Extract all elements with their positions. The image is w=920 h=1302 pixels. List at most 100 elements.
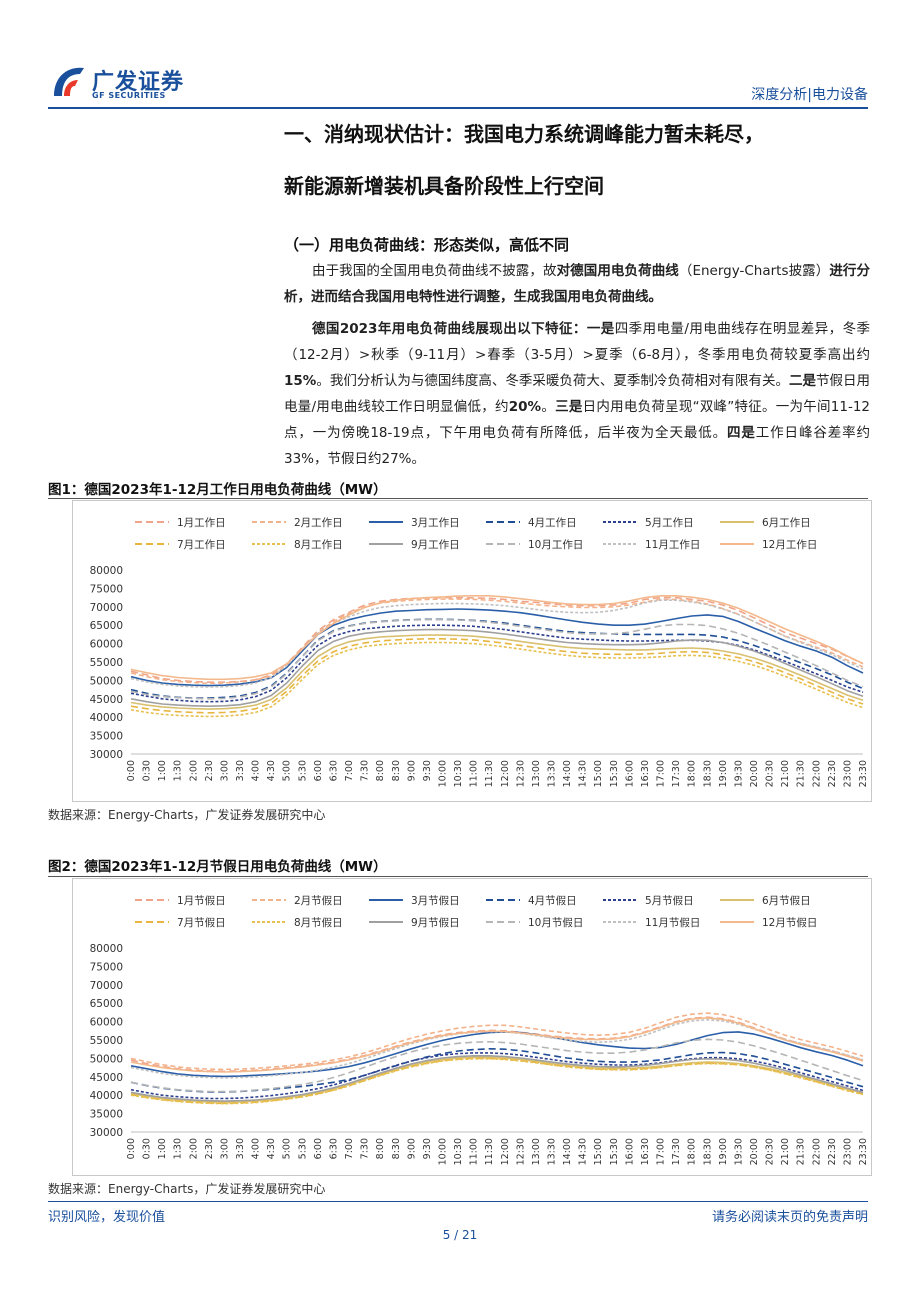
legend-item: 3月节假日 [369, 894, 460, 907]
x-tick-label: 4:30 [266, 1138, 277, 1159]
x-tick-label: 15:30 [609, 1138, 620, 1165]
paragraph-2: 德国2023年用电负荷曲线展现出以下特征：一是四季用电量/用电曲线存在明显差异，… [284, 316, 870, 472]
x-tick-label: 11:00 [469, 1138, 480, 1165]
legend-label: 8月工作日 [294, 539, 343, 551]
y-tick-label: 40000 [90, 1090, 123, 1102]
y-tick-label: 30000 [90, 749, 123, 761]
y-tick-label: 45000 [90, 694, 123, 706]
legend-item: 5月工作日 [603, 517, 694, 529]
y-tick-label: 75000 [90, 583, 123, 595]
p1-text-a: 由于我国的全国用电负荷曲线不披露，故 [312, 263, 557, 279]
x-tick-label: 0:00 [126, 1138, 137, 1159]
x-tick-label: 10:00 [437, 760, 448, 787]
chart-2-holiday-load: 1月节假日 2月节假日 3月节假日 4月节假日 5月节假日 6月节假日 7月节假日 8月节假日… [90, 894, 869, 1165]
x-tick-label: 14:00 [562, 1138, 573, 1165]
x-tick-label: 3:00 [219, 760, 230, 781]
x-tick-label: 4:00 [251, 1138, 262, 1159]
x-tick-label: 10:30 [453, 760, 464, 787]
legend-item: 5月节假日 [603, 894, 694, 907]
x-tick-label: 14:30 [578, 760, 589, 787]
y-tick-label: 35000 [90, 1109, 123, 1121]
x-tick-label: 17:30 [671, 1138, 682, 1165]
chart-1-frame: 1月工作日 2月工作日 3月工作日 4月工作日 5月工作日 6月工作日 7月工作日 8月工作日… [72, 500, 872, 802]
legend-item: 7月工作日 [135, 539, 226, 551]
x-tick-label: 0:00 [126, 760, 137, 781]
x-tick-label: 21:00 [780, 1138, 791, 1165]
x-tick-label: 5:30 [297, 1138, 308, 1159]
x-tick-label: 2:00 [188, 1138, 199, 1159]
y-tick-label: 55000 [90, 1035, 123, 1047]
p1-text-c: （Energy-Charts披露） [678, 263, 830, 279]
x-tick-label: 22:30 [827, 1138, 838, 1165]
x-tick-label: 19:00 [718, 760, 729, 787]
x-tick-label: 19:30 [733, 760, 744, 787]
y-tick-label: 80000 [90, 565, 123, 577]
x-tick-label: 2:30 [204, 760, 215, 781]
legend-label: 2月工作日 [294, 517, 343, 529]
y-tick-label: 50000 [90, 675, 123, 687]
section-title-line1: 一、消纳现状估计：我国电力系统调峰能力暂未耗尽， [284, 122, 764, 146]
p2-bold-d: 15% [284, 373, 317, 389]
figure-2-source: 数据来源：Energy-Charts，广发证券发展研究中心 [48, 1182, 326, 1196]
x-tick-label: 4:30 [266, 760, 277, 781]
legend-label: 6月节假日 [762, 894, 811, 907]
legend-label: 5月工作日 [645, 517, 694, 529]
y-tick-label: 80000 [90, 943, 123, 955]
x-tick-label: 15:30 [609, 760, 620, 787]
x-tick-label: 13:00 [531, 760, 542, 787]
x-tick-label: 8:30 [391, 760, 402, 781]
legend-item: 2月工作日 [252, 517, 343, 529]
p2-text-m: 工作日峰谷差率约33%，节假日约27%。 [284, 425, 871, 467]
p2-text-e: 。我们分析认为与德国纬度高、冬季采暖负荷大、夏季制冷负荷相对有限有关。 [316, 373, 789, 389]
x-tick-label: 7:00 [344, 760, 355, 781]
x-tick-label: 19:30 [733, 1138, 744, 1165]
series-line [130, 1052, 864, 1100]
legend-item: 4月工作日 [486, 517, 577, 529]
legend-label: 6月工作日 [762, 517, 811, 529]
y-tick-label: 50000 [90, 1053, 123, 1065]
x-tick-label: 12:00 [500, 760, 511, 787]
x-tick-label: 15:00 [593, 1138, 604, 1165]
y-tick-label: 60000 [90, 1017, 123, 1029]
legend-item: 12月节假日 [720, 916, 817, 929]
x-tick-label: 11:30 [484, 1138, 495, 1165]
x-tick-label: 21:00 [780, 760, 791, 787]
legend-item: 2月节假日 [252, 894, 343, 907]
legend-label: 12月节假日 [762, 916, 817, 929]
p2-bold-b: 一是 [586, 321, 615, 337]
x-tick-label: 1:00 [157, 760, 168, 781]
series-line [130, 1017, 864, 1073]
x-tick-label: 22:00 [811, 1138, 822, 1165]
p2-bold-h: 20% [508, 399, 542, 415]
legend-label: 1月节假日 [177, 894, 226, 907]
x-tick-label: 12:00 [500, 1138, 511, 1165]
x-tick-label: 23:00 [842, 760, 853, 787]
x-tick-label: 5:30 [297, 760, 308, 781]
legend-label: 5月节假日 [645, 894, 694, 907]
series-line [130, 628, 864, 707]
x-tick-label: 6:00 [313, 1138, 324, 1159]
x-tick-label: 5:00 [282, 1138, 293, 1159]
x-tick-label: 20:00 [749, 1138, 760, 1165]
x-tick-label: 17:00 [656, 1138, 667, 1165]
series-line [130, 618, 864, 700]
series-line [130, 618, 864, 699]
series-line [130, 1056, 864, 1103]
series-line [130, 599, 864, 688]
series-line [130, 1031, 864, 1078]
y-tick-label: 60000 [90, 639, 123, 651]
series-line [130, 641, 864, 718]
x-tick-label: 11:00 [469, 760, 480, 787]
p1-bold-b: 对德国用电负荷曲线 [556, 263, 679, 279]
legend-label: 8月节假日 [294, 916, 343, 929]
x-tick-label: 3:30 [235, 1138, 246, 1159]
x-tick-label: 23:30 [858, 1138, 869, 1165]
legend-item: 7月节假日 [135, 916, 226, 929]
x-tick-label: 13:00 [531, 1138, 542, 1165]
x-tick-label: 18:00 [687, 1138, 698, 1165]
chart-1-workday-load: 1月工作日 2月工作日 3月工作日 4月工作日 5月工作日 6月工作日 7月工作日 8月工作日… [90, 517, 869, 787]
x-tick-label: 23:30 [858, 760, 869, 787]
report-category: 深度分析|电力设备 [751, 87, 868, 103]
legend-label: 9月节假日 [411, 916, 460, 929]
x-tick-label: 2:30 [204, 1138, 215, 1159]
